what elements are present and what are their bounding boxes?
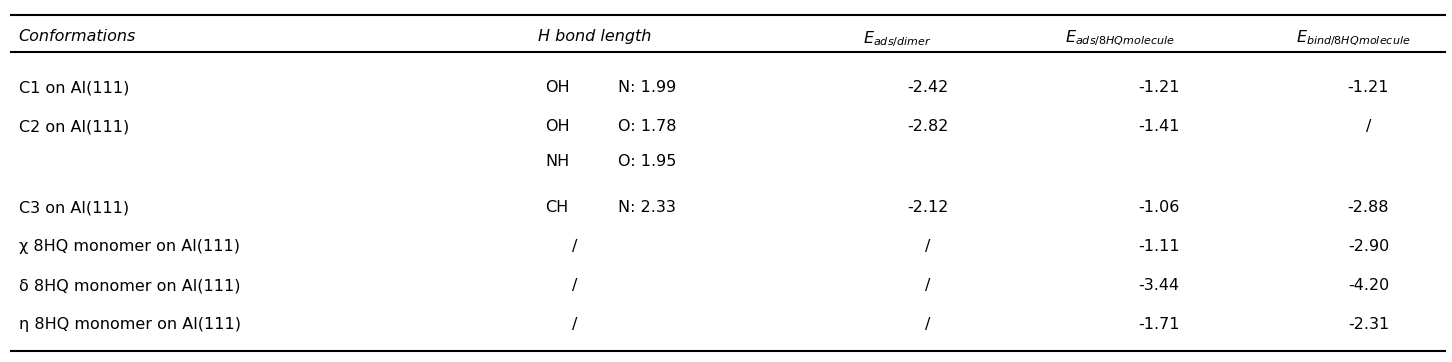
Text: -2.90: -2.90 [1347,239,1390,254]
Text: -1.21: -1.21 [1138,80,1180,95]
Text: /: / [925,278,931,293]
Text: /: / [1366,119,1371,134]
Text: C3 on Al(111): C3 on Al(111) [19,201,129,215]
Text: -2.88: -2.88 [1347,201,1390,215]
Text: O: 1.95: O: 1.95 [617,155,677,169]
Text: /: / [925,239,931,254]
Text: $E_{\mathit{bind/8HQmolecule}}$: $E_{\mathit{bind/8HQmolecule}}$ [1297,29,1411,48]
Text: O: 1.78: O: 1.78 [617,119,677,134]
Text: OH: OH [546,119,571,134]
Text: η 8HQ monomer on Al(111): η 8HQ monomer on Al(111) [19,317,241,332]
Text: -1.21: -1.21 [1347,80,1390,95]
Text: /: / [572,239,576,254]
Text: -1.71: -1.71 [1138,317,1180,332]
Text: -1.06: -1.06 [1138,201,1180,215]
Text: δ 8HQ monomer on Al(111): δ 8HQ monomer on Al(111) [19,278,240,293]
Text: -3.44: -3.44 [1138,278,1179,293]
Text: -2.82: -2.82 [908,119,948,134]
Text: -2.42: -2.42 [908,80,948,95]
Text: C1 on Al(111): C1 on Al(111) [19,80,129,95]
Text: N: 1.99: N: 1.99 [617,80,677,95]
Text: NH: NH [546,155,569,169]
Text: C2 on Al(111): C2 on Al(111) [19,119,129,134]
Text: /: / [572,317,576,332]
Text: /: / [925,317,931,332]
Text: -4.20: -4.20 [1347,278,1390,293]
Text: /: / [572,278,576,293]
Text: CH: CH [546,201,569,215]
Text: -1.41: -1.41 [1138,119,1180,134]
Text: N: 2.33: N: 2.33 [617,201,675,215]
Text: Conformations: Conformations [19,29,136,44]
Text: -2.31: -2.31 [1347,317,1390,332]
Text: H bond length: H bond length [539,29,652,44]
Text: -2.12: -2.12 [908,201,948,215]
Text: OH: OH [546,80,571,95]
Text: $E_{\mathit{ads/dimer}}$: $E_{\mathit{ads/dimer}}$ [862,29,932,49]
Text: $E_{\mathit{ads/8HQmolecule}}$: $E_{\mathit{ads/8HQmolecule}}$ [1066,29,1175,48]
Text: χ 8HQ monomer on Al(111): χ 8HQ monomer on Al(111) [19,239,240,254]
Text: -1.11: -1.11 [1138,239,1180,254]
